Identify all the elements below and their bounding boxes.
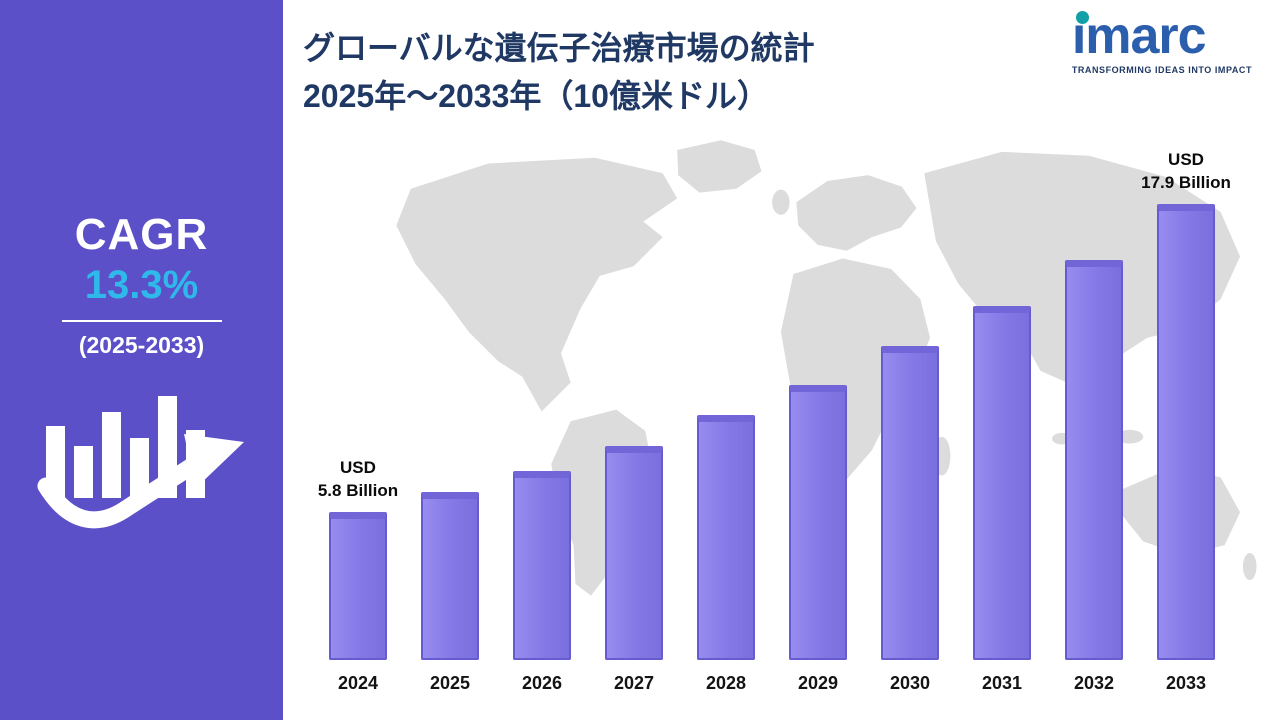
x-axis-label: 2030 [889,673,931,693]
bar-group: 2028 [680,415,772,694]
bar-group: 2027 [588,446,680,694]
bar [881,346,939,660]
bar [513,471,571,660]
bar [697,415,755,660]
logo-wordmark: ımarc [1072,10,1252,62]
x-axis-label: 2029 [797,673,839,693]
bar [605,446,663,660]
x-axis-label: 2024 [337,673,379,693]
page-title-line1: グローバルな遺伝子治療市場の統計 [303,30,815,66]
x-axis-label: 2032 [1073,673,1115,693]
x-axis-label: 2027 [613,673,655,693]
bar [1065,260,1123,660]
bar [1157,204,1215,660]
bar [329,512,387,660]
page-title: グローバルな遺伝子治療市場の統計 2025年～2033年（10億米ドル） [303,24,815,120]
logo-tagline: TRANSFORMING IDEAS INTO IMPACT [1071,65,1252,75]
bar [789,385,847,660]
x-axis-label: 2031 [981,673,1023,693]
x-axis-label: 2026 [521,673,563,693]
bar-value-label: USD 5.8 Billion [317,458,399,501]
bar-group: 2026 [496,471,588,694]
imarc-logo: ımarc TRANSFORMING IDEAS INTO IMPACT [1072,10,1252,75]
divider [61,320,222,323]
cagr-block: CAGR 13.3% (2025-2033) [0,210,283,359]
cagr-sidebar: CAGR 13.3% (2025-2033) [0,0,283,720]
cagr-period: (2025-2033) [78,332,205,359]
cagr-label: CAGR [74,210,209,259]
bar-group: 2031 [956,306,1048,694]
bar-group: 2029 [772,385,864,694]
bar [421,492,479,660]
bar-group: 2025 [404,492,496,694]
bar-group: USD 17.9 Billion 2033 [1140,149,1232,694]
bar-value-label: USD 17.9 Billion [1141,150,1231,193]
bar-group: 2032 [1048,260,1140,694]
bar-group: USD 5.8 Billion 2024 [312,457,404,694]
bar-group: 2030 [864,346,956,694]
logo-wordmark-text: ımarc [1071,7,1207,65]
x-axis-label: 2028 [705,673,747,693]
bar-chart: USD 5.8 Billion 2024 2025 2026 2027 2028 2029 20… [312,149,1232,694]
x-axis-label: 2033 [1165,673,1207,693]
chart-panel: グローバルな遺伝子治療市場の統計 2025年～2033年（10億米ドル） ıma… [283,0,1280,720]
cagr-value: 13.3% [84,263,199,308]
x-axis-label: 2025 [429,673,471,693]
bar [973,306,1031,660]
growth-chart-arrow-icon [36,368,254,538]
logo-dot-icon [1075,11,1089,24]
bars-row: USD 5.8 Billion 2024 2025 2026 2027 2028 2029 20… [312,149,1232,694]
page-title-line2: 2025年～2033年（10億米ドル） [303,78,769,114]
